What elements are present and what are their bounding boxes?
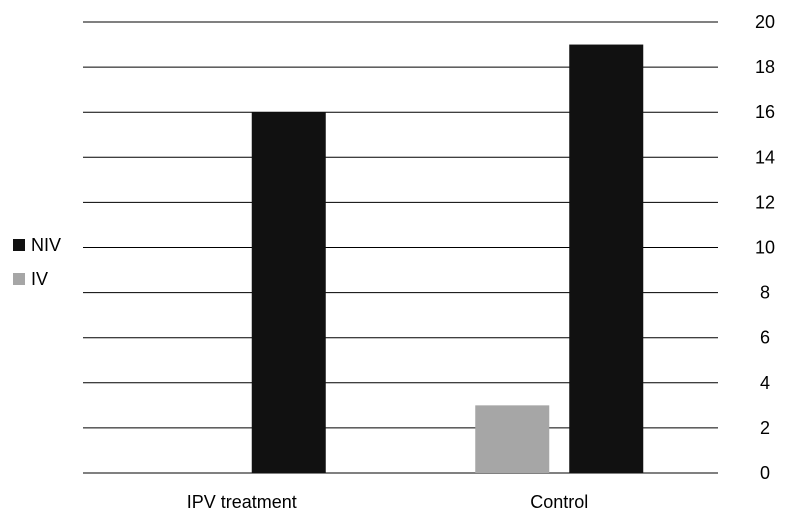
y-tick-label-10: 10 <box>755 238 775 258</box>
y-tick-label-8: 8 <box>760 283 770 303</box>
x-tick-label-ipv-treatment: IPV treatment <box>187 492 297 512</box>
y-axis-tick-labels: 0 2 4 6 8 10 12 14 16 18 20 <box>755 12 775 483</box>
bar-iv-control <box>475 405 550 473</box>
y-tick-label-18: 18 <box>755 57 775 77</box>
y-tick-label-16: 16 <box>755 102 775 122</box>
legend-swatch-niv <box>13 239 25 251</box>
legend-label-iv: IV <box>31 269 48 289</box>
y-tick-label-14: 14 <box>755 147 775 167</box>
y-tick-label-20: 20 <box>755 12 775 32</box>
y-tick-label-4: 4 <box>760 373 770 393</box>
bars <box>251 44 644 474</box>
y-tick-label-12: 12 <box>755 192 775 212</box>
legend-label-niv: NIV <box>31 235 61 255</box>
legend-swatch-iv <box>13 273 25 285</box>
legend: NIV IV <box>13 235 61 289</box>
y-tick-label-0: 0 <box>760 463 770 483</box>
bar-niv-ipv-treatment <box>251 112 326 473</box>
y-tick-label-6: 6 <box>760 328 770 348</box>
y-tick-label-2: 2 <box>760 418 770 438</box>
bar-niv-control <box>569 44 644 474</box>
x-tick-label-control: Control <box>530 492 588 512</box>
x-axis-tick-labels: IPV treatment Control <box>187 492 589 512</box>
